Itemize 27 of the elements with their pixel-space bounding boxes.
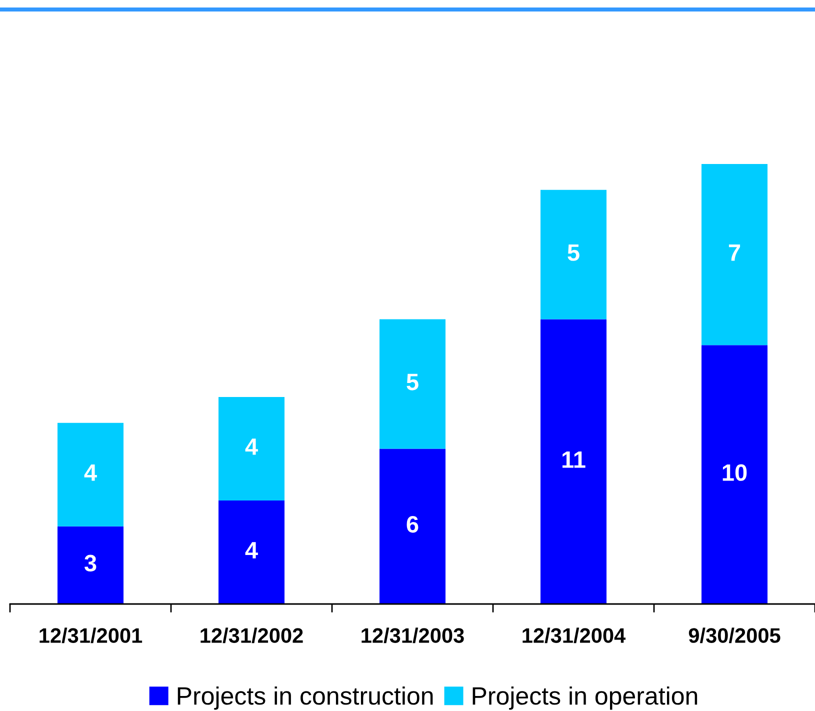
- bar: [57, 526, 124, 604]
- data-label: 10: [722, 464, 747, 481]
- data-label: 6: [406, 516, 418, 533]
- data-label: 4: [245, 542, 258, 558]
- bar: [701, 345, 768, 604]
- bar: [218, 500, 285, 604]
- legend-label: Projects in construction: [178, 686, 433, 710]
- data-label: 5: [568, 244, 580, 261]
- legend-label: Projects in operation: [472, 686, 698, 710]
- bar: [218, 396, 285, 500]
- x-tick-label: 9/30/2005: [688, 628, 780, 644]
- bar: [379, 319, 446, 449]
- bar: [540, 319, 607, 604]
- data-label: 4: [84, 464, 97, 481]
- data-label: 11: [562, 452, 586, 468]
- bar: [379, 448, 446, 604]
- bar: [701, 164, 768, 346]
- x-tick-label: 12/31/2002: [200, 628, 303, 644]
- data-label: 5: [406, 374, 418, 390]
- bar: [57, 422, 124, 526]
- data-label: 7: [728, 244, 740, 261]
- x-tick-label: 12/31/2004: [522, 628, 626, 644]
- x-tick-label: 12/31/2001: [40, 628, 142, 644]
- bar: [540, 190, 607, 320]
- data-label: 3: [84, 554, 96, 572]
- data-label: 4: [245, 438, 258, 455]
- x-tick-label: 12/31/2003: [362, 628, 464, 644]
